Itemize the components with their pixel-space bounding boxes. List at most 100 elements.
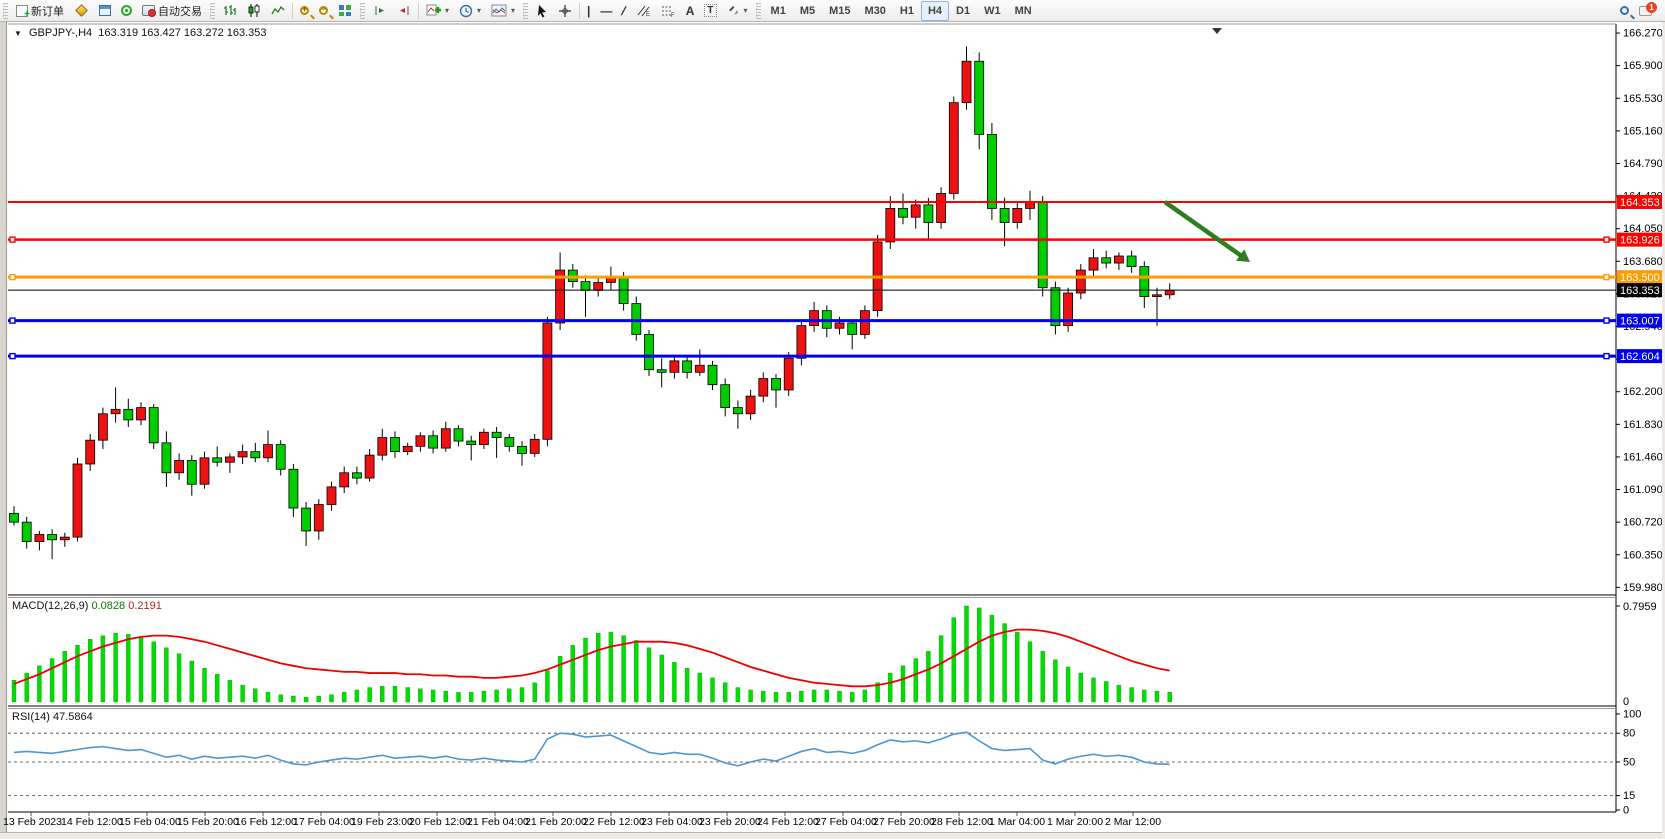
- chart-menu-caret[interactable]: ▼: [14, 29, 22, 38]
- tile-windows-button[interactable]: [333, 1, 357, 21]
- svg-text:163.007: 163.007: [1620, 316, 1660, 328]
- autotrading-button[interactable]: 自动交易: [137, 1, 207, 21]
- svg-text:100: 100: [1623, 709, 1641, 721]
- macd-bar: [1040, 651, 1045, 703]
- periods-button[interactable]: ▾: [454, 1, 486, 21]
- chart-shift-marker[interactable]: [1212, 28, 1222, 34]
- vertical-line-icon: |: [587, 3, 591, 18]
- search-button[interactable]: [1615, 1, 1634, 21]
- auto-scroll-button[interactable]: [392, 1, 416, 21]
- macd-bar: [443, 690, 448, 703]
- window-splitter[interactable]: [0, 22, 7, 839]
- macd-bar: [1027, 641, 1033, 703]
- text-label-icon: T: [704, 4, 717, 17]
- macd-bar: [583, 637, 588, 703]
- rsi-indicator-label: RSI(14) 47.5864: [12, 711, 93, 723]
- line-chart-button[interactable]: [266, 1, 290, 21]
- svg-text:163.500: 163.500: [1620, 272, 1660, 284]
- macd-bar: [138, 636, 144, 703]
- toolbar-grip[interactable]: [210, 2, 215, 19]
- horizontal-line-tool[interactable]: —: [595, 1, 617, 21]
- zoom-in-icon: +: [300, 4, 309, 15]
- template-icon: [491, 4, 507, 17]
- chat-icon: 1: [1639, 1, 1657, 16]
- timeframe-m15[interactable]: M15: [829, 4, 851, 17]
- macd-name: MACD(12,26,9): [12, 600, 89, 612]
- timeframe-h4[interactable]: H4: [920, 0, 950, 21]
- zoom-out-button[interactable]: −: [314, 1, 333, 21]
- candlestick-chart-button[interactable]: [242, 1, 266, 21]
- bar-chart-button[interactable]: [218, 1, 242, 21]
- text-tool[interactable]: A: [681, 1, 700, 21]
- channel-tool[interactable]: E: [631, 1, 656, 21]
- timeframe-d1[interactable]: D1: [956, 4, 971, 17]
- macd-bar: [202, 668, 207, 703]
- macd-bar: [151, 641, 156, 703]
- macd-bar: [75, 645, 80, 703]
- chart-shift-button[interactable]: [368, 1, 392, 21]
- svg-text:161.830: 161.830: [1623, 419, 1663, 431]
- trendline-icon: /: [619, 3, 629, 18]
- macd-bar: [418, 688, 423, 703]
- timeframe-m1[interactable]: M1: [770, 4, 786, 17]
- trendline-tool[interactable]: /: [617, 1, 630, 21]
- window-edge: [1662, 22, 1665, 839]
- timeframe-mn[interactable]: MN: [1014, 4, 1032, 17]
- timeframe-m30[interactable]: M30: [864, 4, 886, 17]
- templates-button[interactable]: ▾: [486, 1, 520, 21]
- chart-ohlc-values: 163.319 163.427 163.272 163.353: [98, 27, 267, 39]
- toolbar-grip[interactable]: [523, 2, 529, 19]
- new-order-button[interactable]: 新订单: [11, 1, 69, 21]
- market-watch-button[interactable]: [69, 1, 94, 21]
- time-label: 21 Feb 20:00: [525, 816, 587, 828]
- time-label: 15 Feb 04:00: [119, 816, 181, 828]
- macd-bar: [938, 635, 944, 703]
- svg-text:164.790: 164.790: [1623, 158, 1663, 170]
- macd-bar: [1167, 692, 1172, 703]
- macd-bar: [773, 692, 779, 703]
- macd-bar: [824, 689, 829, 703]
- chart-canvas[interactable]: 166.270165.900165.530165.160164.790164.4…: [0, 22, 1665, 839]
- toolbar-grip[interactable]: [3, 2, 8, 19]
- macd-bar: [240, 684, 245, 703]
- zoom-in-button[interactable]: +: [295, 1, 314, 21]
- status-strip: [0, 832, 1665, 839]
- macd-bar: [557, 655, 563, 703]
- toolbar-grip[interactable]: [755, 2, 761, 19]
- svg-text:80: 80: [1623, 728, 1635, 740]
- svg-text:F: F: [671, 13, 675, 17]
- cursor-button[interactable]: [531, 1, 553, 21]
- price-label-163.500: [1617, 270, 1664, 285]
- toolbar-grip[interactable]: [360, 2, 365, 19]
- chart-window[interactable]: 166.270165.900165.530165.160164.790164.4…: [0, 22, 1665, 839]
- time-label: 23 Feb 20:00: [699, 816, 761, 828]
- timeframe-m5[interactable]: M5: [799, 4, 816, 17]
- time-label: 17 Feb 04:00: [293, 816, 355, 828]
- arrows-icon: [728, 6, 738, 15]
- svg-text:159.980: 159.980: [1623, 582, 1663, 594]
- arrows-tool[interactable]: ▾: [722, 1, 753, 21]
- trend-arrow[interactable]: [1163, 200, 1244, 259]
- signals-button[interactable]: [116, 1, 137, 21]
- macd-main-value: 0.0828: [91, 600, 126, 612]
- timeframe-h1[interactable]: H1: [899, 4, 914, 17]
- fibonacci-tool[interactable]: F: [656, 1, 681, 21]
- macd-bar: [1002, 623, 1007, 703]
- vertical-line-tool[interactable]: |: [582, 1, 595, 21]
- search-icon: [1620, 6, 1629, 15]
- rsi-value: 47.5864: [52, 711, 93, 723]
- svg-text:E: E: [646, 12, 650, 17]
- macd-bar: [964, 605, 969, 703]
- crosshair-button[interactable]: [553, 1, 577, 21]
- timeframe-w1[interactable]: W1: [984, 4, 1001, 17]
- text-label-tool[interactable]: T: [699, 1, 721, 21]
- cursor-icon: [538, 4, 547, 17]
- macd-bar: [1142, 689, 1147, 703]
- dropdown-caret: ▾: [743, 6, 748, 15]
- notifications-button[interactable]: 1: [1634, 1, 1657, 21]
- data-window-button[interactable]: [94, 1, 116, 21]
- svg-text:165.160: 165.160: [1623, 125, 1663, 137]
- indicators-button[interactable]: ▾: [421, 1, 454, 21]
- chart-title: ▼ GBPJPY-,H4 163.319 163.427 163.272 163…: [14, 27, 267, 39]
